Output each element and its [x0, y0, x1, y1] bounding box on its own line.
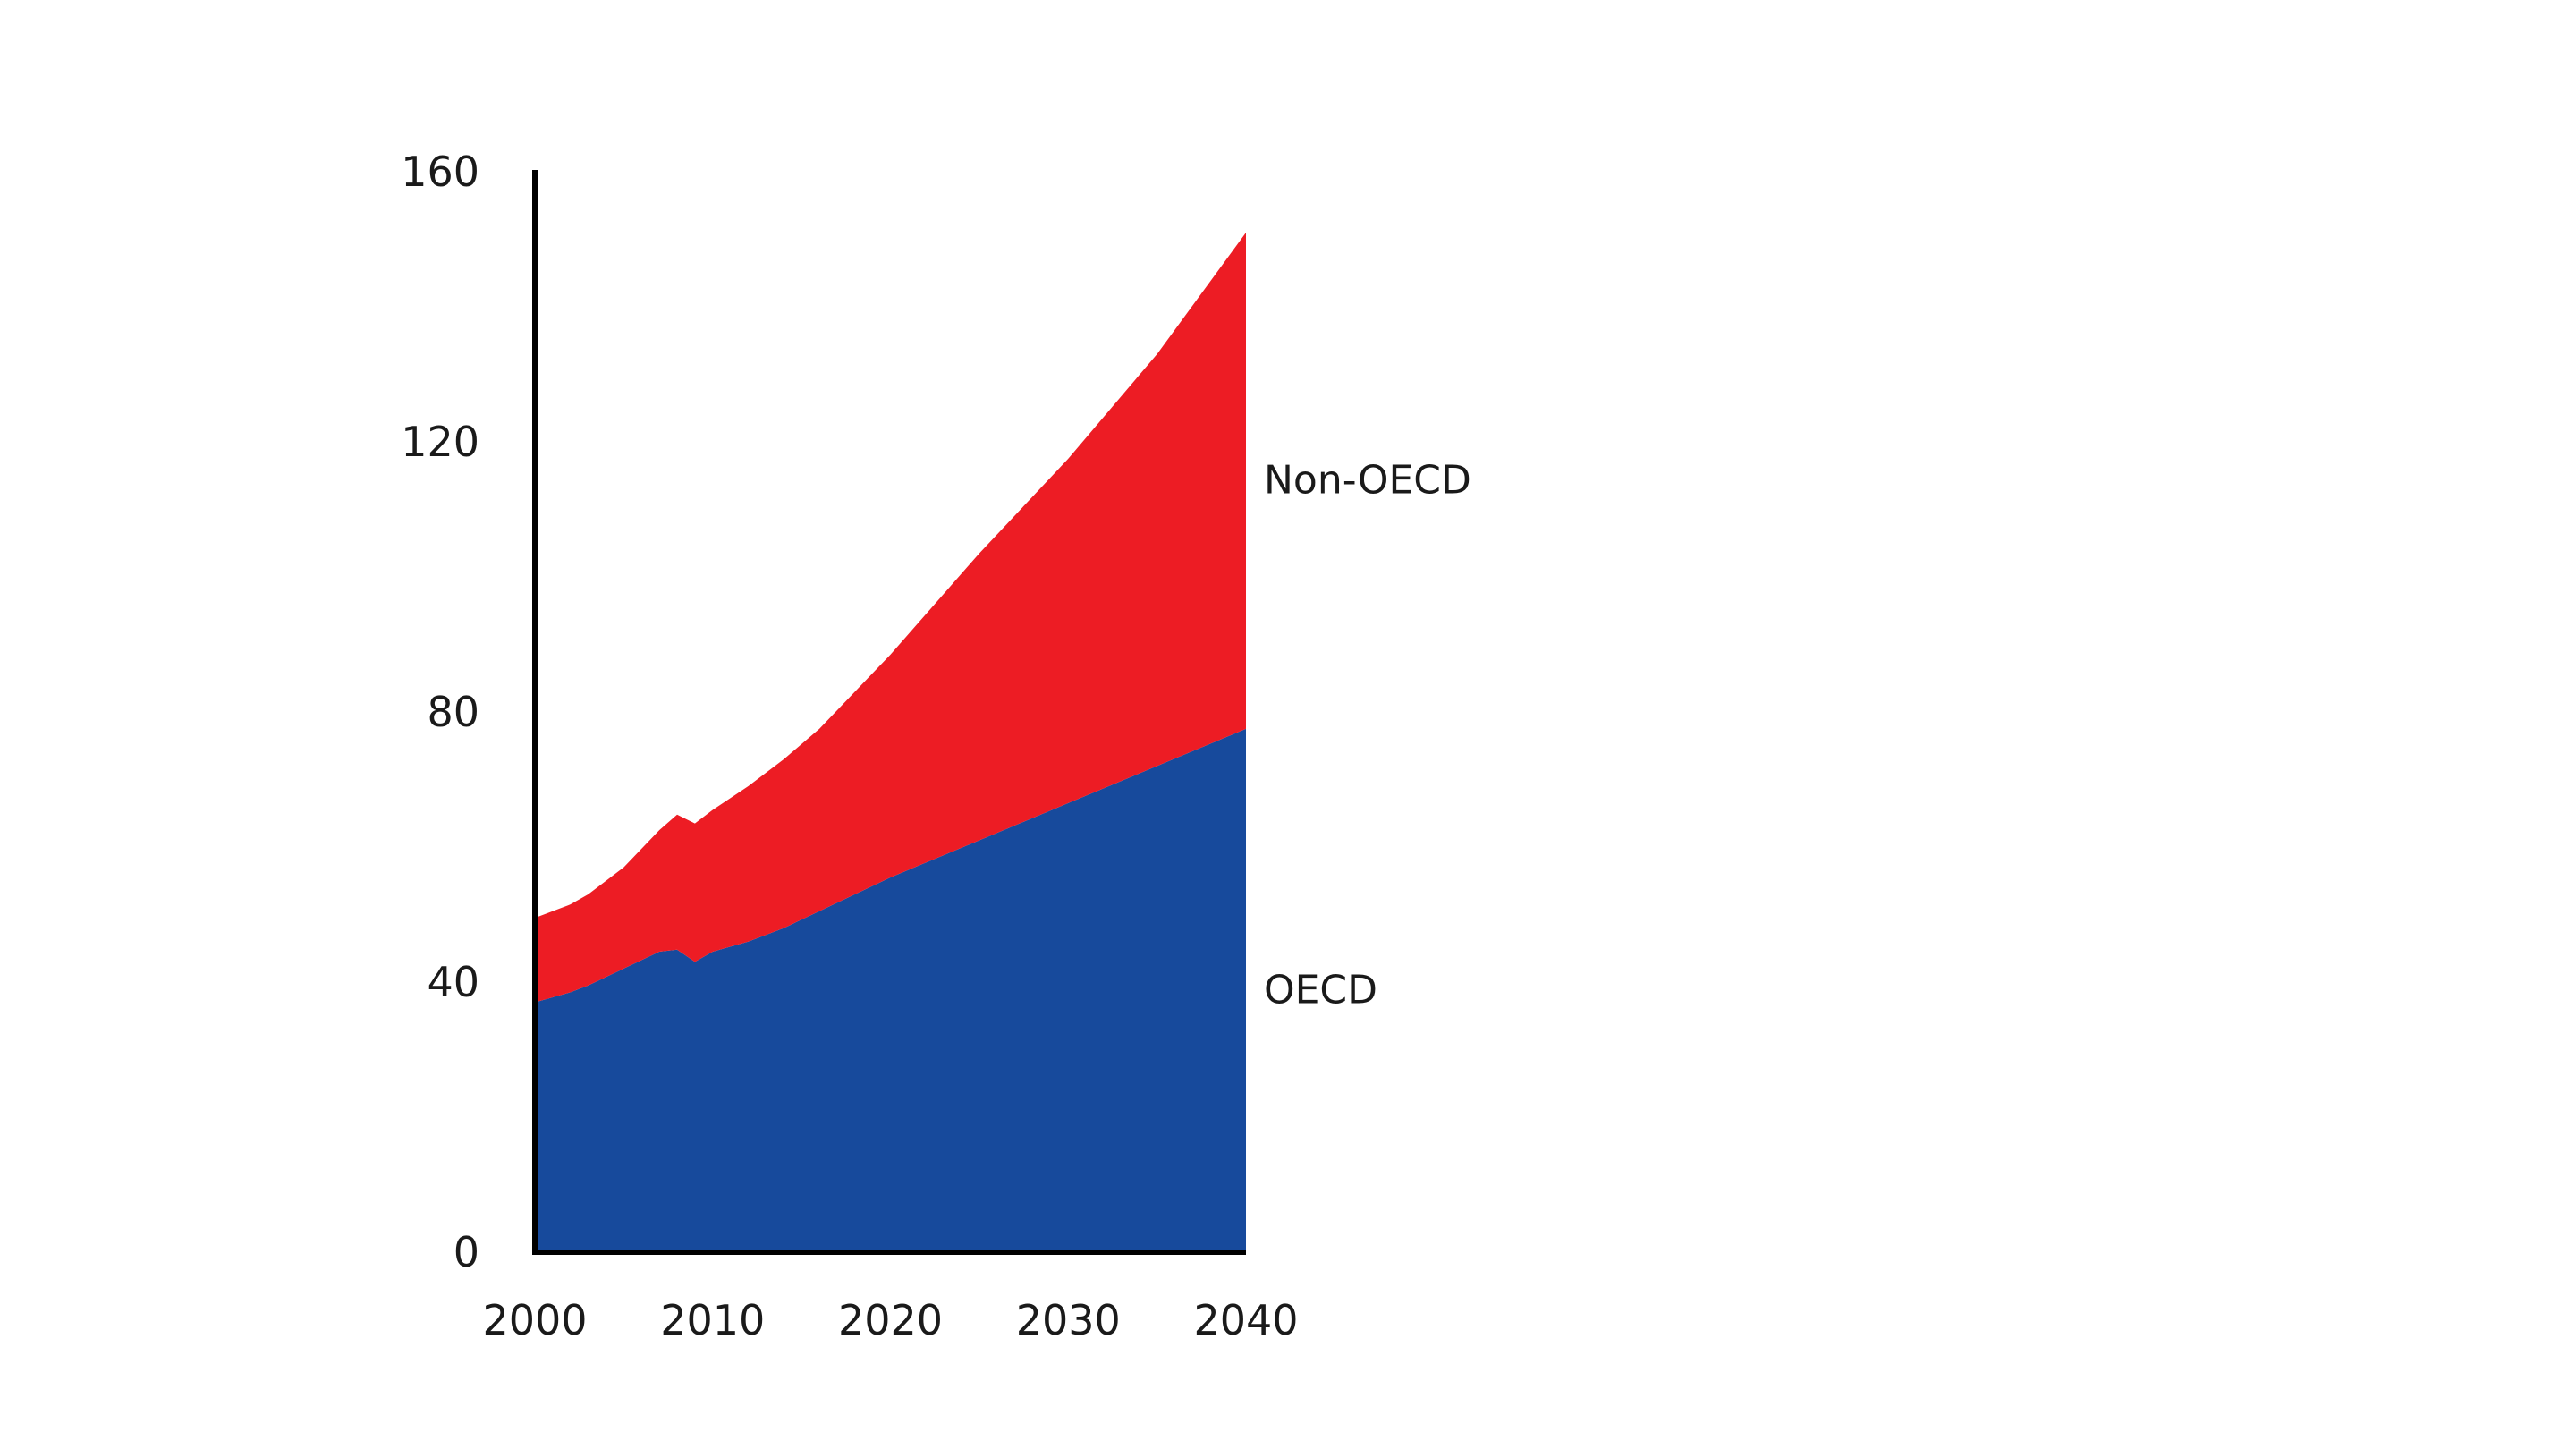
- series-label-oecd: OECD: [1264, 967, 1377, 1013]
- area-oecd: [535, 728, 1246, 1252]
- y-tick-label: 80: [427, 688, 479, 736]
- axes: [532, 170, 1246, 1255]
- series-label-non-oecd: Non-OECD: [1264, 457, 1471, 503]
- x-tick-label: 2040: [1193, 1296, 1298, 1344]
- x-tick-labels: 2000 2010 2020 2030 2040: [482, 1296, 1298, 1344]
- x-tick-label: 2000: [482, 1296, 587, 1344]
- x-tick-label: 2010: [660, 1296, 765, 1344]
- x-tick-label: 2020: [838, 1296, 943, 1344]
- y-tick-label: 120: [401, 418, 479, 466]
- series-labels: OECD Non-OECD: [1264, 457, 1471, 1013]
- y-tick-label: 160: [401, 148, 479, 196]
- area-layers: [535, 232, 1246, 1252]
- area-non-oecd: [535, 232, 1246, 1003]
- x-tick-label: 2030: [1016, 1296, 1121, 1344]
- y-tick-label: 0: [453, 1228, 479, 1276]
- y-tick-labels: 0 40 80 120 160: [401, 148, 479, 1276]
- y-tick-label: 40: [427, 958, 479, 1006]
